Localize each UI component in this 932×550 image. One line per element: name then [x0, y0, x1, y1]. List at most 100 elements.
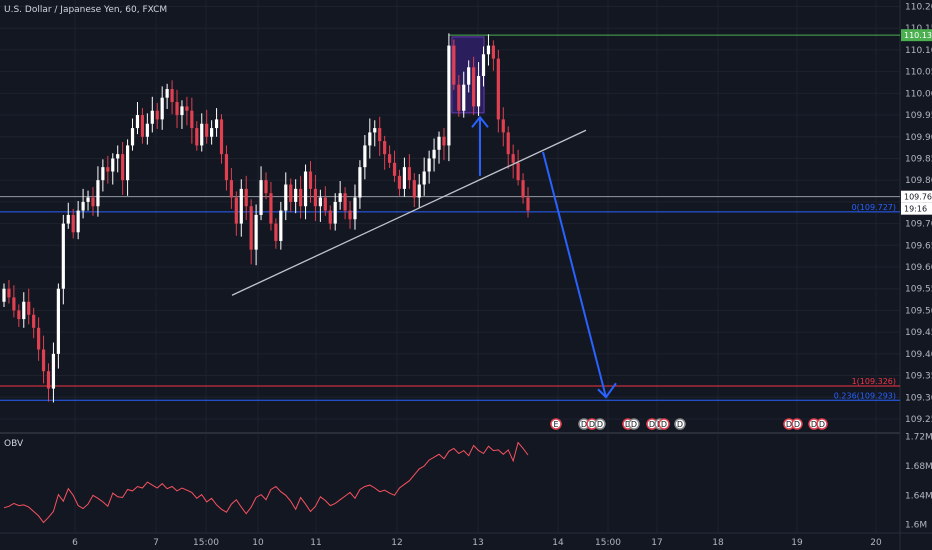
event-marker: D: [594, 418, 606, 430]
trendline: [231, 129, 587, 296]
candle-body: [452, 45, 456, 85]
obv-line: [3, 441, 529, 524]
countdown-tag-bg: [901, 202, 932, 215]
candle-body: [328, 210, 332, 224]
candle-body: [303, 171, 308, 207]
candle-body: [121, 154, 125, 181]
y-tick-label: 109.500: [905, 306, 932, 316]
candle-body: [106, 167, 110, 172]
candle-body: [214, 119, 219, 129]
candle-body: [378, 128, 382, 142]
up-arrow-head: [471, 115, 489, 128]
candle-body: [140, 115, 145, 137]
candle-body: [373, 128, 377, 133]
candle-body: [392, 162, 397, 176]
y-tick-label: 109.900: [905, 133, 932, 143]
y-tick-label: 109.950: [905, 111, 932, 121]
level-label: 0(109.727): [852, 203, 896, 212]
candle-body: [279, 210, 283, 241]
candle-body: [170, 89, 174, 103]
candle-body: [363, 145, 367, 168]
candle-body: [249, 206, 253, 250]
green-price-tag: 110.134: [901, 29, 932, 42]
x-tick-label: 7: [153, 538, 159, 548]
candle-body: [101, 167, 105, 181]
candle-body: [516, 162, 520, 181]
candle-body: [76, 210, 80, 233]
level-label: 1(109.326): [852, 377, 896, 386]
candle-body: [472, 67, 476, 107]
candle-body: [234, 197, 238, 224]
candle-body: [160, 97, 164, 120]
candle-body: [333, 201, 337, 224]
green-price-tag-bg: [901, 29, 932, 42]
y-tick-label: 109.350: [905, 372, 932, 382]
event-marker-label: D: [794, 420, 800, 429]
y-tick-label: 109.700: [905, 220, 932, 230]
candle-body: [437, 136, 441, 150]
event-marker: D: [816, 418, 828, 430]
candle-body: [130, 128, 135, 146]
x-tick-label: 10: [252, 538, 264, 548]
current-price-tag: 109.762: [901, 190, 932, 203]
candle-body: [353, 197, 357, 220]
event-marker-label: D: [661, 420, 667, 429]
candle-body: [71, 214, 75, 233]
candle-body: [383, 141, 387, 155]
candle-body: [338, 193, 342, 202]
level-label: 0.236(109.293): [834, 391, 896, 400]
candle-body: [491, 45, 495, 59]
candle-body: [432, 149, 436, 159]
candle-body: [407, 167, 411, 181]
candle-body: [81, 201, 85, 211]
candle-body: [219, 119, 224, 155]
candle-body: [476, 75, 481, 107]
candle-body: [210, 128, 214, 137]
candle-body: [180, 106, 184, 116]
x-tick-label: 11: [310, 538, 321, 548]
candle-body: [66, 214, 70, 224]
event-marker-label: D: [677, 420, 683, 429]
candle-body: [239, 188, 243, 224]
candle-body: [526, 197, 530, 211]
obv-label: OBV: [4, 439, 24, 449]
x-tick-label: 17: [651, 538, 662, 548]
candle-body: [387, 154, 392, 163]
countdown-tag-text: 19:16: [904, 205, 927, 214]
candle-body: [506, 132, 510, 155]
candle-body: [27, 301, 31, 315]
candle-body: [32, 314, 36, 328]
candle-body: [51, 353, 56, 389]
x-tick-label: 12: [391, 538, 402, 548]
candle-body: [12, 297, 16, 311]
candle-body: [150, 110, 154, 124]
candle-body: [294, 188, 298, 202]
event-marker: D: [674, 418, 686, 430]
candle-body: [467, 67, 471, 85]
event-marker-circle: [791, 418, 803, 430]
candle-body: [289, 184, 293, 202]
down-arrow-head: [597, 382, 617, 399]
candle-body: [200, 123, 204, 146]
candle-body: [111, 158, 115, 172]
event-marker: D: [628, 418, 640, 430]
y-tick-label: 109.450: [905, 328, 932, 338]
candle-body: [61, 223, 65, 289]
candle-body: [422, 171, 426, 185]
candle-body: [185, 106, 189, 111]
candle-body: [229, 180, 233, 198]
countdown-tag: 19:16: [901, 202, 932, 215]
candle-body: [96, 180, 100, 207]
y-tick-label: 109.300: [905, 393, 932, 403]
y-tick-label: 109.400: [905, 350, 932, 360]
event-marker-label: D: [597, 420, 603, 429]
event-marker-circle: [816, 418, 828, 430]
candle-body: [37, 327, 41, 350]
candle-body: [358, 167, 362, 198]
event-marker: D: [586, 418, 598, 430]
current-price-tag-bg: [901, 190, 932, 203]
event-marker-circle: [674, 418, 686, 430]
candle-body: [308, 171, 313, 189]
candle-body: [205, 123, 209, 137]
